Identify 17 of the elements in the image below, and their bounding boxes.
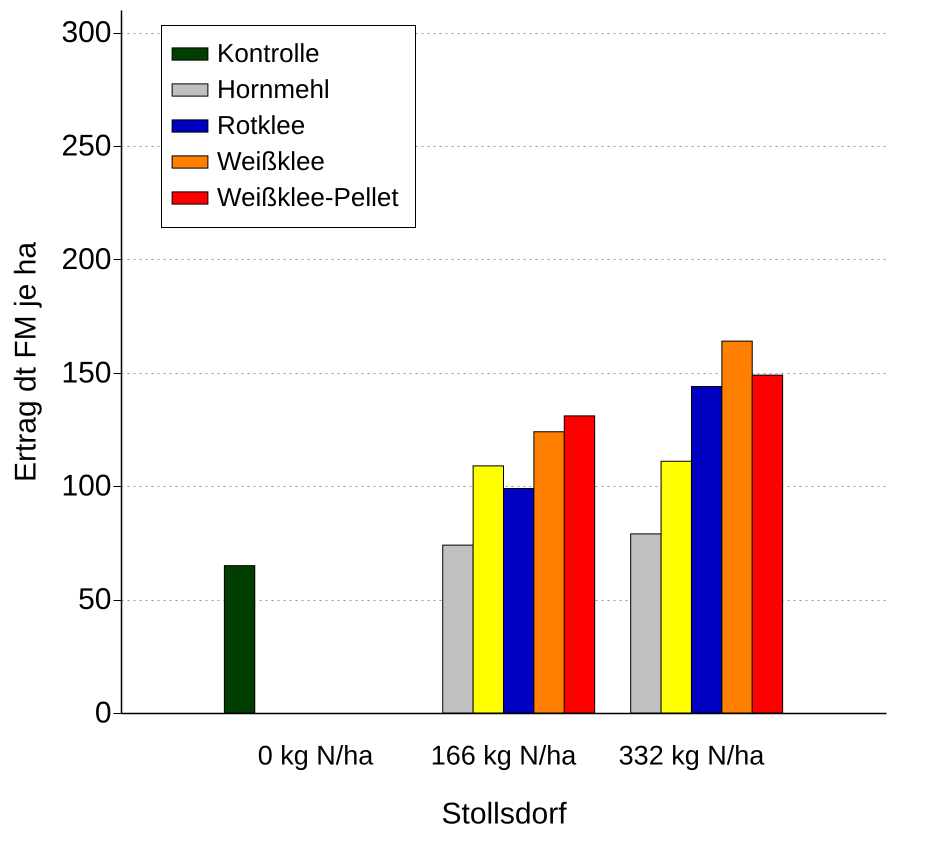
legend-label: Rotklee bbox=[217, 110, 306, 140]
x-tick-label: 332 kg N/ha bbox=[618, 740, 766, 770]
y-tick-label: 100 bbox=[61, 470, 112, 503]
legend-label: Hornmehl bbox=[217, 74, 330, 104]
y-tick-label: 200 bbox=[61, 242, 112, 276]
y-tick-label: 50 bbox=[78, 583, 112, 616]
y-tick-label: 0 bbox=[94, 696, 112, 730]
legend-label: Kontrolle bbox=[217, 38, 320, 68]
legend-label: Weißklee-Pellet bbox=[217, 182, 400, 212]
y-tick-label: 250 bbox=[61, 130, 112, 163]
x-axis-title: Stollsdorf bbox=[441, 798, 568, 830]
x-tick-label: 0 kg N/ha bbox=[258, 740, 374, 770]
y-tick-label: 150 bbox=[61, 356, 112, 390]
x-tick-label: 166 kg N/ha bbox=[430, 740, 578, 770]
legend-label: Weißklee bbox=[217, 146, 325, 176]
y-axis-title: Ertrag dt FM je ha bbox=[9, 242, 42, 482]
y-tick-label: 300 bbox=[61, 16, 112, 50]
